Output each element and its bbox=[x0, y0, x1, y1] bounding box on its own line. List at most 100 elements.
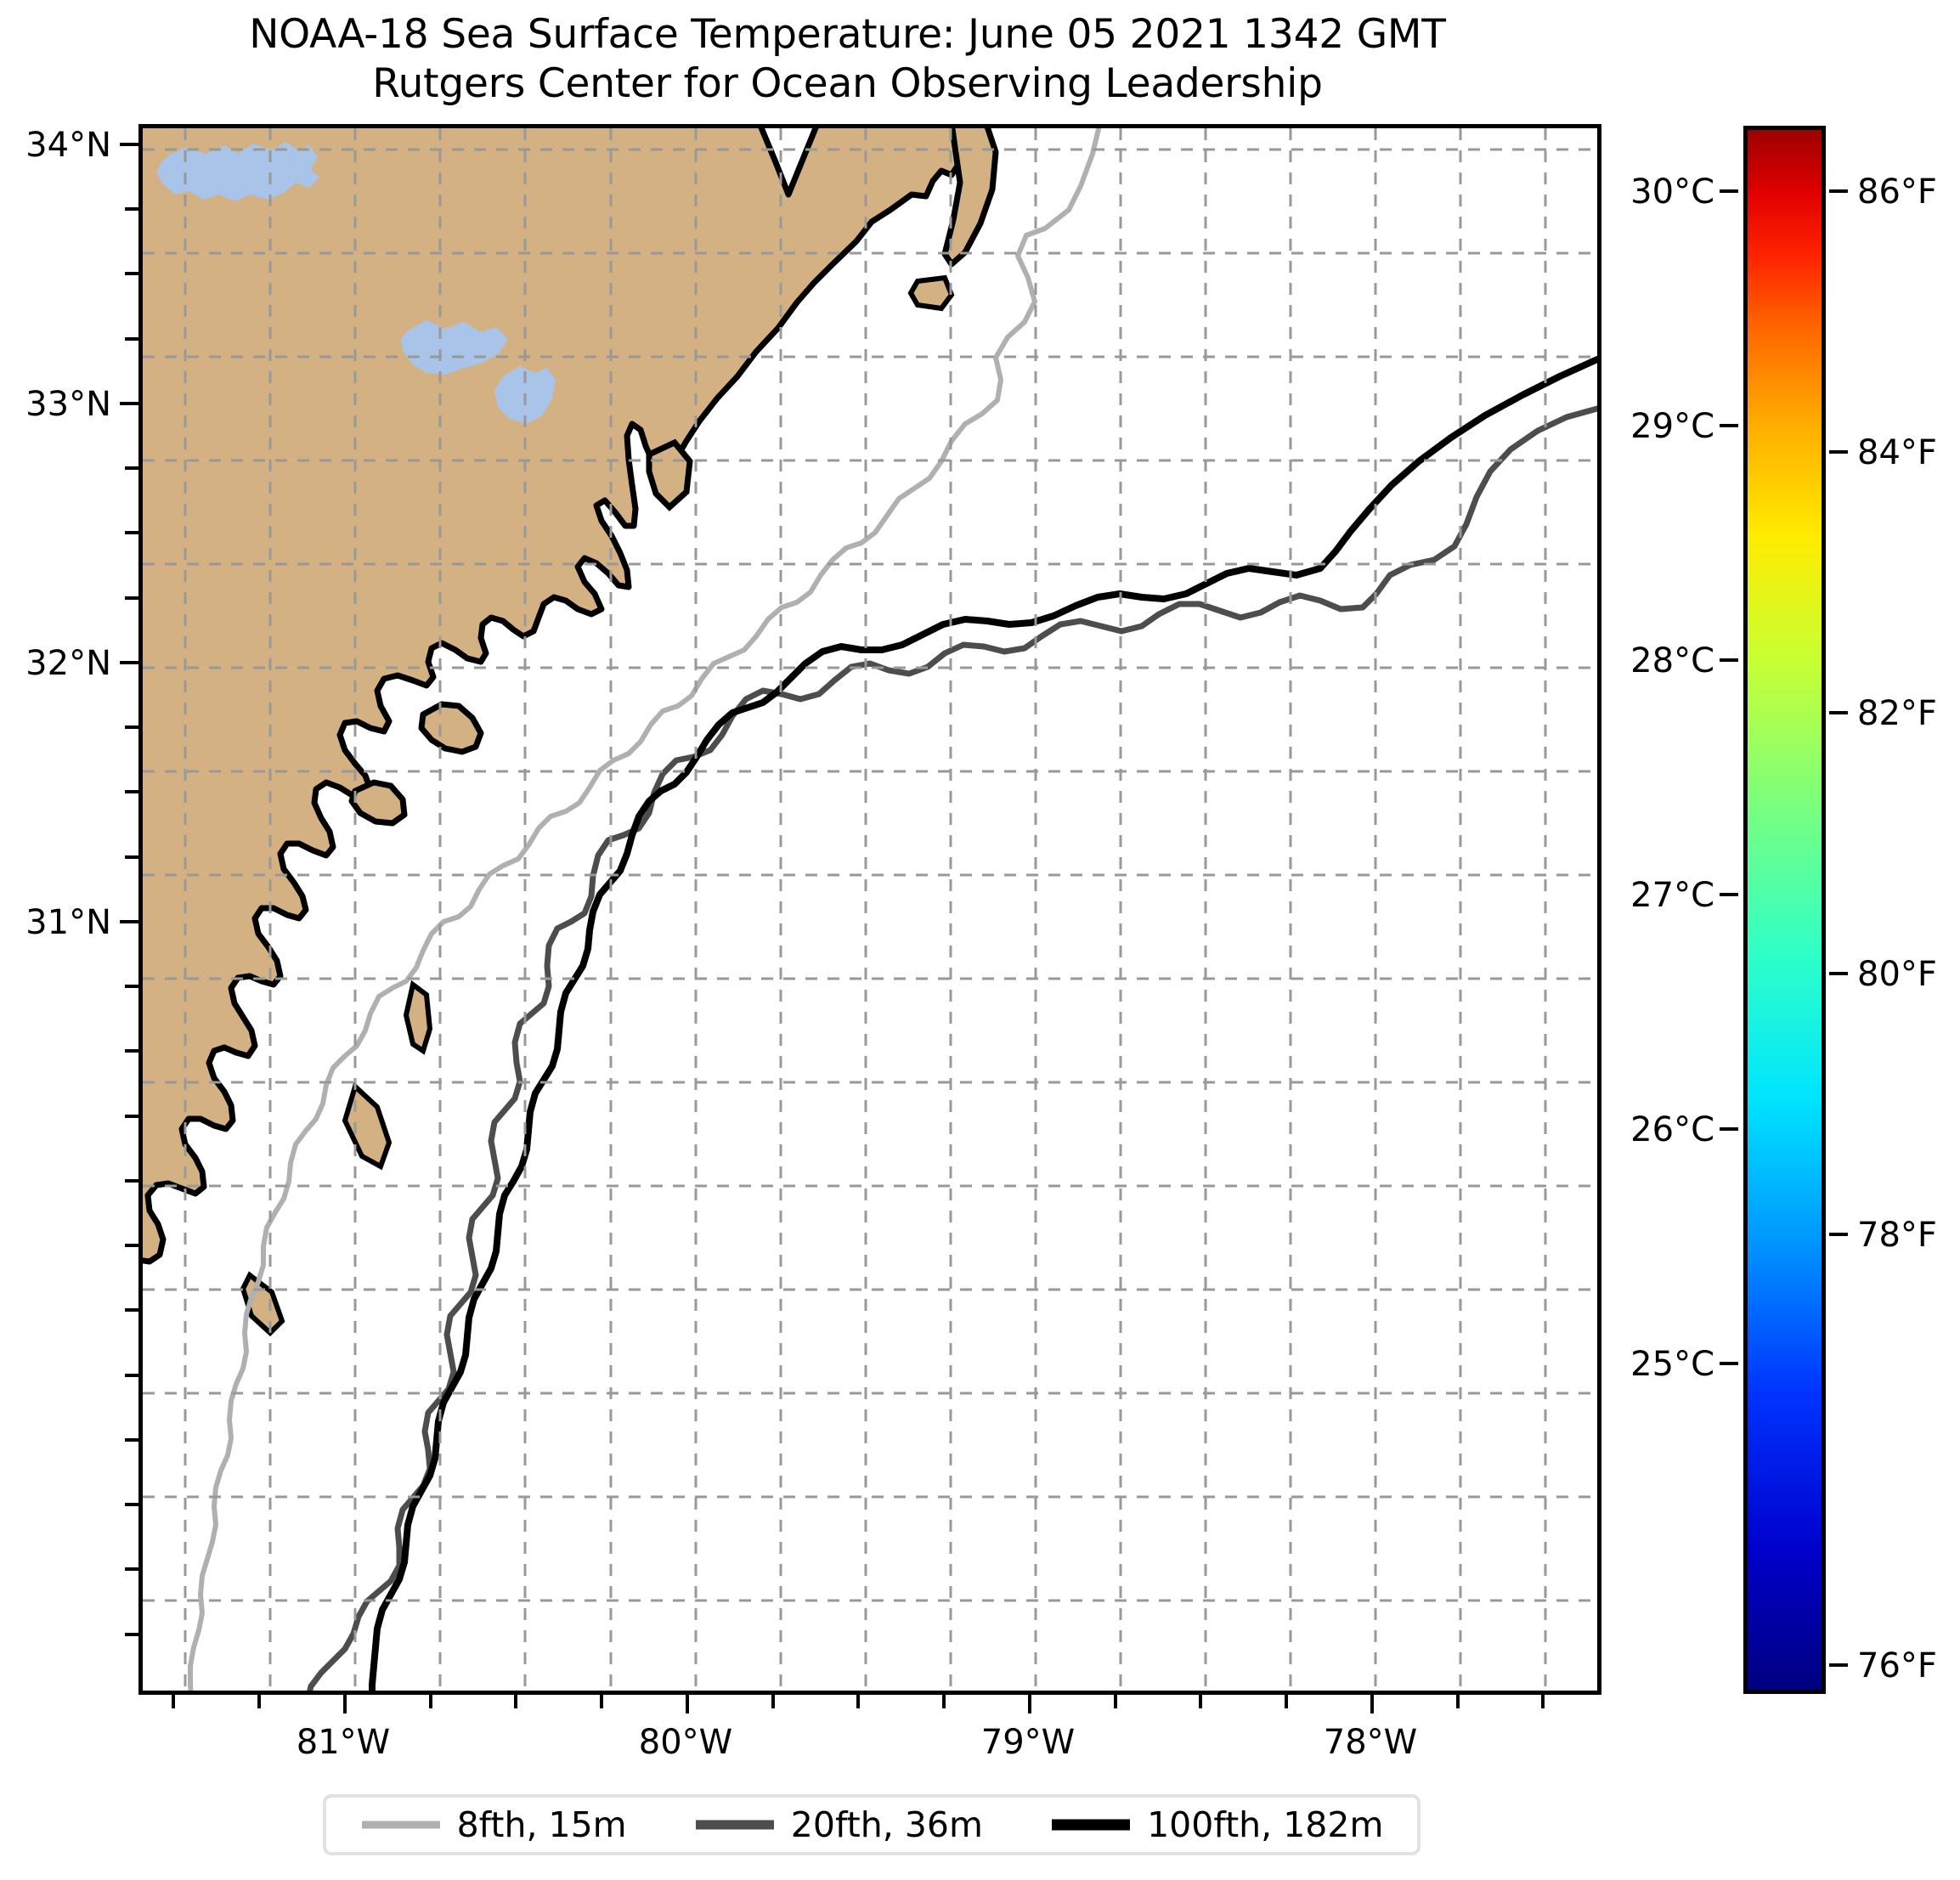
y-tick-minor bbox=[125, 1115, 138, 1118]
ne-barrier-strip bbox=[941, 128, 999, 268]
lake-layer bbox=[156, 142, 556, 424]
legend-item-8fth[interactable]: 8fth, 15m bbox=[360, 1804, 627, 1845]
graticule-layer bbox=[143, 128, 1597, 1691]
cb-label-82f: 82°F bbox=[1857, 694, 1937, 733]
x-tick-minor bbox=[771, 1695, 775, 1708]
x-tick-minor bbox=[257, 1695, 261, 1708]
barrier-island-1 bbox=[403, 980, 433, 1055]
y-tick-minor bbox=[125, 272, 138, 275]
map-canvas bbox=[143, 128, 1597, 1691]
x-tick-major bbox=[1028, 1695, 1031, 1713]
temperature-colorbar[interactable] bbox=[1743, 126, 1826, 1694]
y-tick-minor bbox=[125, 207, 138, 211]
legend-label-8fth: 8fth, 15m bbox=[456, 1804, 627, 1845]
y-tick-minor bbox=[125, 1374, 138, 1377]
land-layer bbox=[143, 128, 999, 1337]
cb-label-29c: 29°C bbox=[1630, 407, 1714, 446]
y-tick-minor bbox=[125, 1244, 138, 1247]
y-tick-minor bbox=[125, 1438, 138, 1442]
y-tick-minor bbox=[125, 985, 138, 988]
x-tick-label-80w: 80°W bbox=[638, 1723, 733, 1762]
legend-item-20fth[interactable]: 20fth, 36m bbox=[694, 1804, 983, 1845]
x-tick-minor bbox=[1456, 1695, 1460, 1708]
cb-tick-f bbox=[1829, 1663, 1848, 1667]
cb-tick-c bbox=[1720, 893, 1738, 896]
x-tick-minor bbox=[856, 1695, 860, 1708]
y-tick-minor bbox=[125, 725, 138, 729]
cb-label-25c: 25°C bbox=[1630, 1345, 1714, 1384]
legend-item-100fth[interactable]: 100fth, 182m bbox=[1050, 1804, 1383, 1845]
x-tick-minor bbox=[1114, 1695, 1117, 1708]
x-tick-major bbox=[1370, 1695, 1374, 1713]
cb-tick-c bbox=[1720, 1362, 1738, 1365]
y-tick-major bbox=[120, 143, 138, 146]
page-title: NOAA-18 Sea Surface Temperature: June 05… bbox=[249, 11, 1446, 58]
cb-label-84f: 84°F bbox=[1857, 433, 1937, 472]
x-tick-minor bbox=[514, 1695, 517, 1708]
legend-line-20fth bbox=[695, 1820, 774, 1830]
y-tick-minor bbox=[125, 1567, 138, 1571]
x-tick-minor bbox=[600, 1695, 603, 1708]
x-tick-minor bbox=[942, 1695, 946, 1708]
cb-label-27c: 27°C bbox=[1630, 876, 1714, 915]
y-tick-minor bbox=[125, 466, 138, 470]
x-tick-label-81w: 81°W bbox=[296, 1723, 391, 1762]
y-tick-minor bbox=[125, 337, 138, 341]
isobath-legend: 8fth, 15m 20fth, 36m 100fth, 182m bbox=[323, 1794, 1421, 1855]
lake-hartwell bbox=[156, 142, 319, 201]
cb-tick-c bbox=[1720, 1127, 1738, 1131]
y-tick-minor bbox=[125, 790, 138, 793]
legend-label-100fth: 100fth, 182m bbox=[1147, 1804, 1384, 1845]
y-tick-major bbox=[120, 661, 138, 664]
map-clip bbox=[143, 128, 1597, 1691]
x-tick-minor bbox=[1541, 1695, 1545, 1708]
x-tick-minor bbox=[1285, 1695, 1288, 1708]
y-tick-minor bbox=[125, 1308, 138, 1312]
cb-tick-c bbox=[1720, 658, 1738, 662]
cb-tick-f bbox=[1829, 972, 1848, 975]
y-tick-minor bbox=[125, 596, 138, 600]
y-tick-major bbox=[120, 920, 138, 923]
y-tick-label-32n: 32°N bbox=[25, 644, 111, 683]
y-tick-minor bbox=[125, 531, 138, 534]
x-tick-major bbox=[686, 1695, 689, 1713]
y-tick-minor bbox=[125, 1503, 138, 1506]
cb-label-26c: 26°C bbox=[1630, 1110, 1714, 1149]
lake-strom-thurmond bbox=[401, 320, 508, 375]
x-tick-label-78w: 78°W bbox=[1323, 1723, 1418, 1762]
y-tick-label-33n: 33°N bbox=[25, 385, 111, 424]
chart-title-block: NOAA-18 Sea Surface Temperature: June 05… bbox=[0, 10, 1695, 109]
cb-tick-c bbox=[1720, 424, 1738, 427]
marsh-coast-detail bbox=[418, 701, 484, 755]
y-tick-minor bbox=[125, 1049, 138, 1053]
cb-tick-f bbox=[1829, 1233, 1848, 1236]
marsh-coast-detail-2 bbox=[348, 779, 408, 827]
y-tick-major bbox=[120, 402, 138, 405]
x-tick-minor bbox=[1199, 1695, 1202, 1708]
cb-tick-f bbox=[1829, 711, 1848, 714]
legend-line-100fth bbox=[1052, 1819, 1131, 1831]
x-tick-minor bbox=[172, 1695, 175, 1708]
legend-label-20fth: 20fth, 36m bbox=[790, 1804, 983, 1845]
map-plot-area[interactable] bbox=[138, 124, 1601, 1695]
cb-tick-f bbox=[1829, 450, 1848, 454]
x-tick-label-79w: 79°W bbox=[980, 1723, 1076, 1762]
y-tick-label-31n: 31°N bbox=[25, 903, 111, 942]
y-tick-minor bbox=[125, 855, 138, 859]
x-tick-major bbox=[343, 1695, 347, 1713]
peninsula-a bbox=[646, 438, 693, 511]
cb-tick-f bbox=[1829, 189, 1848, 193]
ne-sound-island bbox=[907, 274, 955, 312]
legend-line-8fth bbox=[361, 1821, 440, 1829]
cb-label-78f: 78°F bbox=[1857, 1216, 1937, 1255]
cb-label-28c: 28°C bbox=[1630, 641, 1714, 680]
y-tick-label-34n: 34°N bbox=[25, 126, 111, 165]
isobath-20fth bbox=[307, 405, 1597, 1691]
y-tick-minor bbox=[125, 1633, 138, 1636]
page-subtitle: Rutgers Center for Ocean Observing Leade… bbox=[372, 60, 1323, 107]
cb-label-76f: 76°F bbox=[1857, 1646, 1937, 1685]
isobath-8fth bbox=[188, 128, 1102, 1691]
x-tick-minor bbox=[429, 1695, 432, 1708]
y-tick-minor bbox=[125, 1179, 138, 1183]
cb-label-80f: 80°F bbox=[1857, 955, 1937, 994]
